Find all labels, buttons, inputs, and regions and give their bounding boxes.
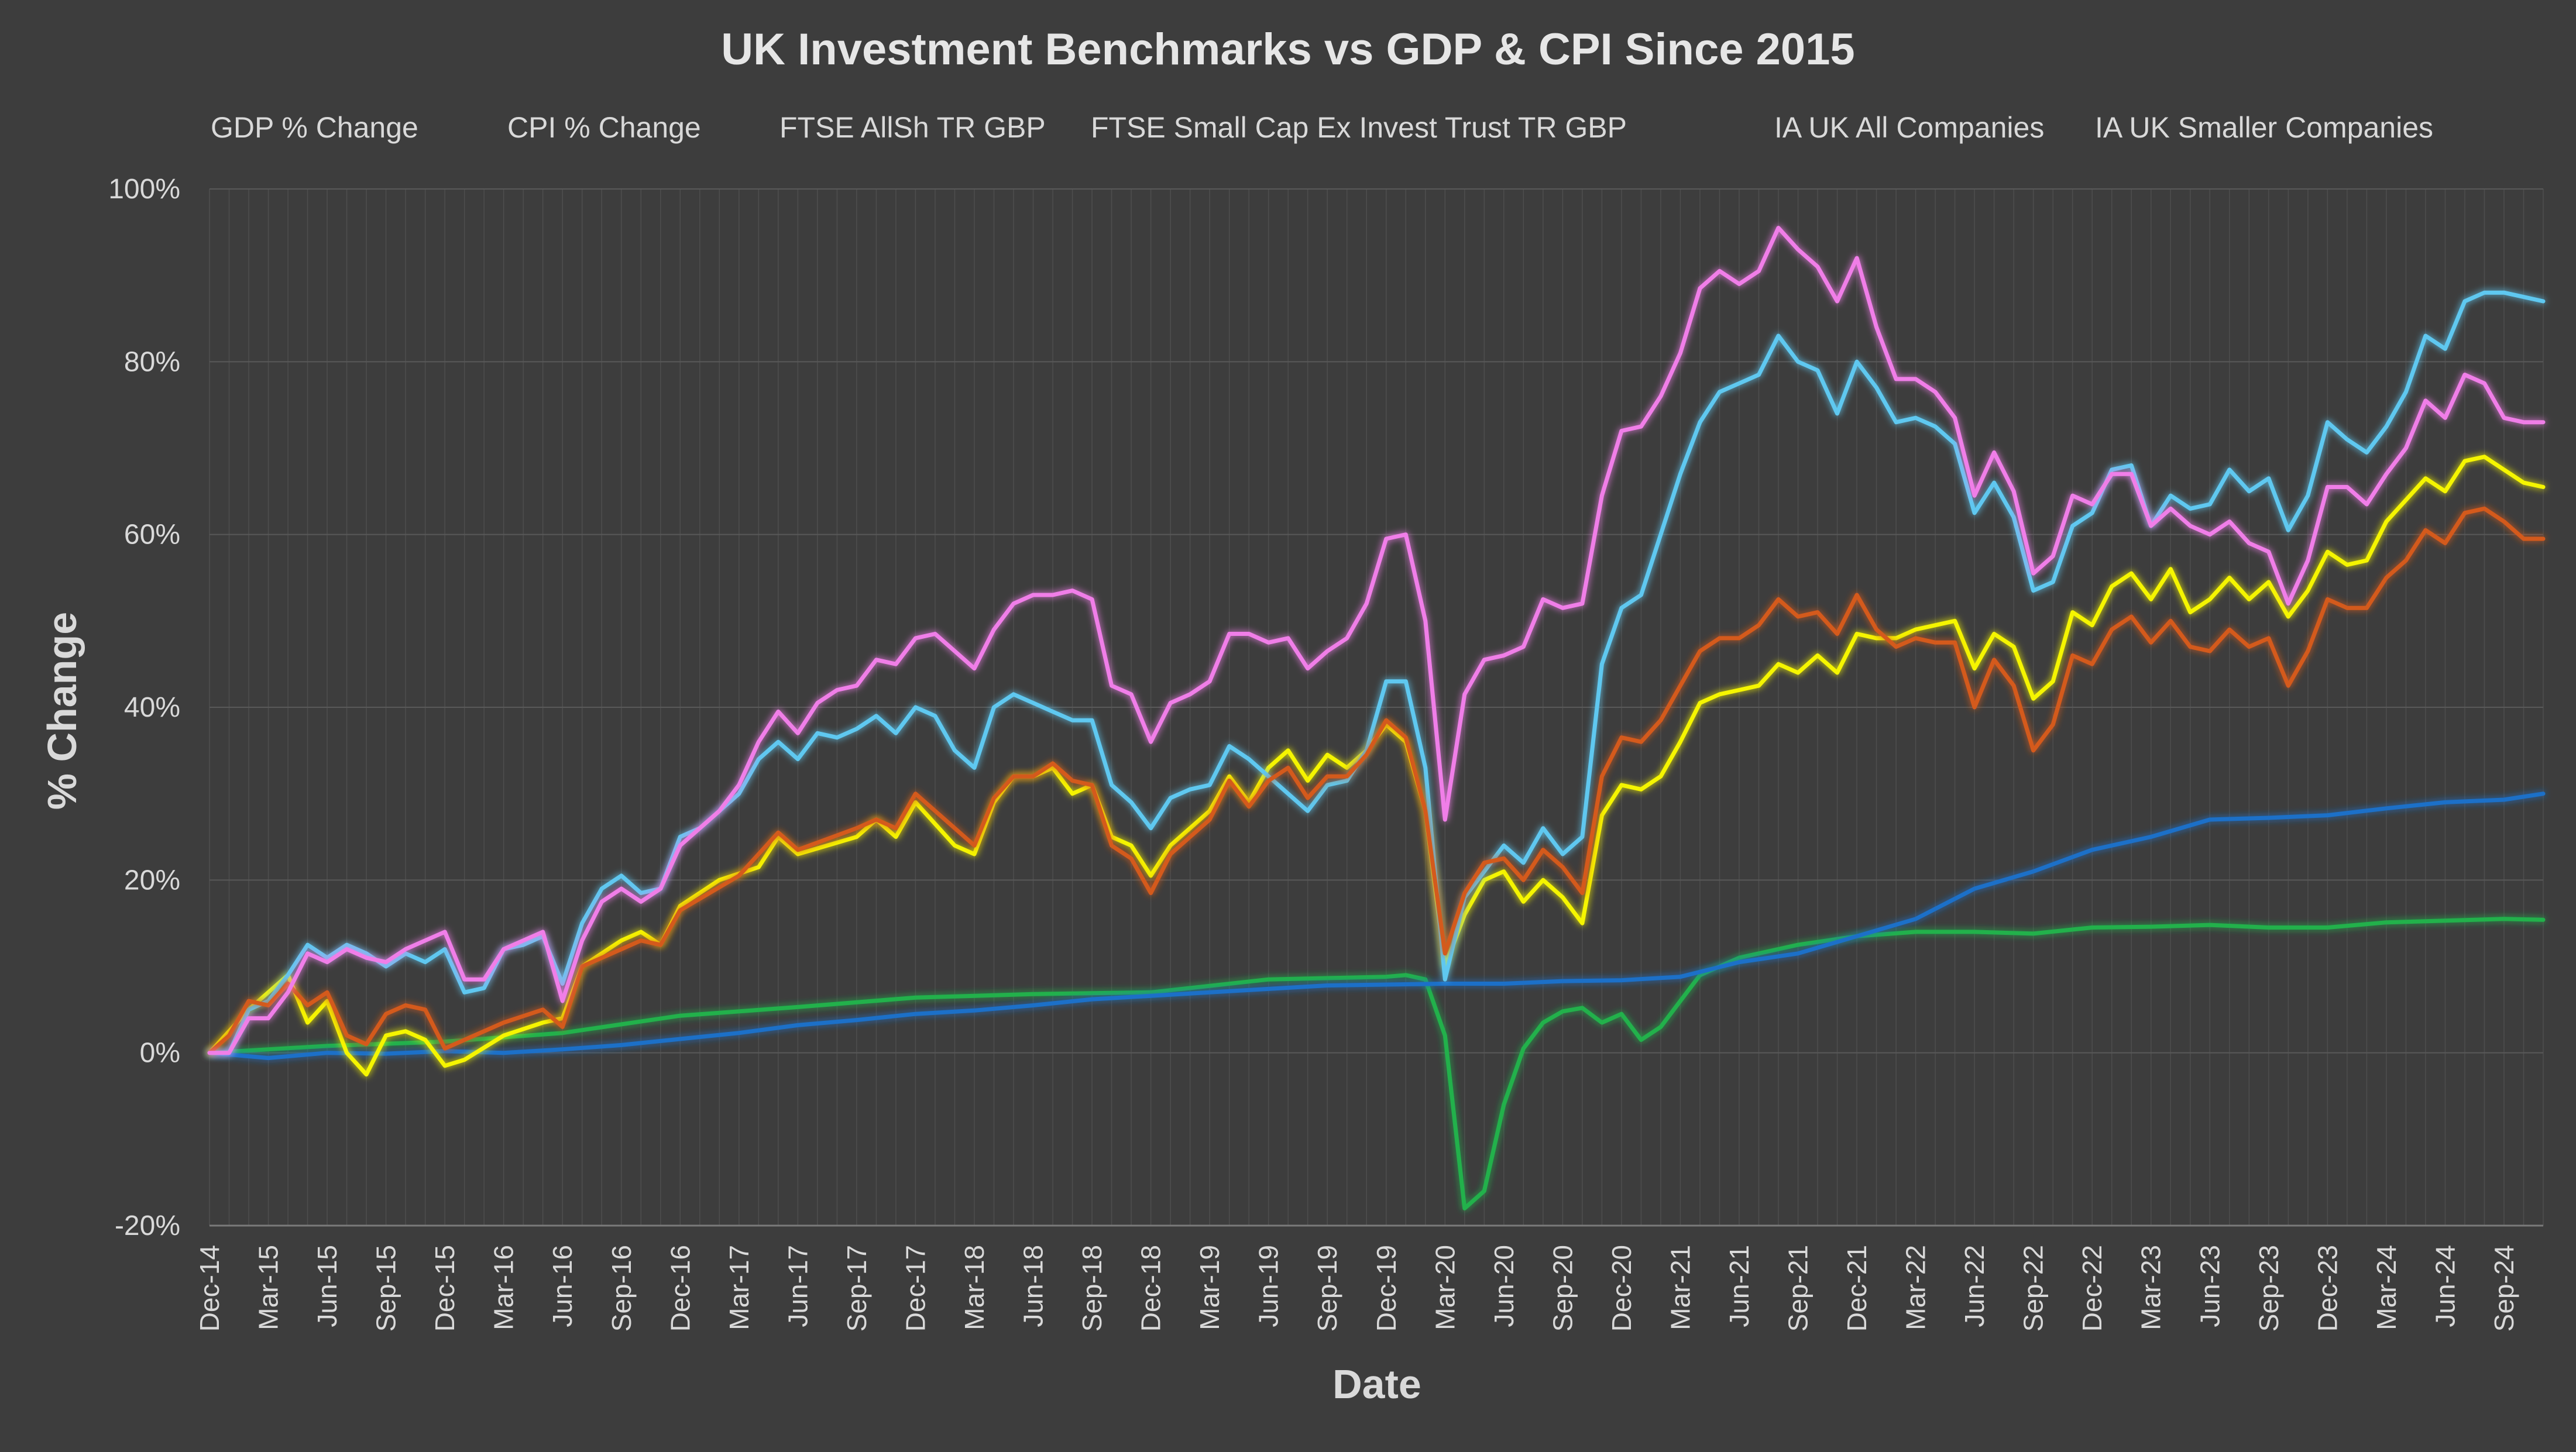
series-line-ia-uk-all-companies — [207, 506, 2546, 1055]
x-tick-label: Jun-16 — [547, 1245, 578, 1327]
series-line-ftse-small-cap-ex-invest-trust-tr-gbp — [207, 290, 2546, 1055]
legend-label: IA UK Smaller Companies — [2095, 111, 2433, 144]
x-axis-ticks: Dec-14 Mar-15 Jun-15 Sep-15 Dec-15 Mar-16 Jun-… — [194, 1245, 2519, 1331]
x-tick-label: Mar-22 — [1901, 1245, 1931, 1330]
x-tick-label: Sep-15 — [371, 1245, 401, 1331]
y-axis-ticks: -20% 0% 20% 40% 60% 80% 100% — [108, 174, 180, 1241]
y-axis-label: % Change — [39, 612, 85, 810]
x-axis-label: Date — [1332, 1361, 1421, 1407]
y-tick-label: 100% — [108, 174, 180, 205]
x-tick-label: Dec-20 — [1606, 1245, 1637, 1331]
series-line-cpi-change — [207, 792, 2546, 1060]
x-tick-label: Sep-21 — [1783, 1245, 1813, 1331]
x-tick-label: Sep-23 — [2254, 1245, 2284, 1331]
legend: GDP % Change CPI % Change FTSE AllSh TR GB… — [151, 111, 2433, 144]
x-tick-label: Dec-21 — [1842, 1245, 1872, 1331]
gridlines — [209, 188, 2544, 1227]
x-tick-label: Dec-23 — [2312, 1245, 2343, 1331]
x-tick-label: Dec-19 — [1371, 1245, 1402, 1331]
x-tick-label: Jun-22 — [1959, 1245, 1990, 1327]
x-tick-label: Sep-24 — [2489, 1245, 2519, 1331]
series-line-ia-uk-smaller-companies — [207, 226, 2546, 1055]
x-tick-label: Mar-19 — [1194, 1245, 1225, 1330]
chart-title: UK Investment Benchmarks vs GDP & CPI Si… — [721, 25, 1854, 74]
x-tick-label: Jun-21 — [1724, 1245, 1754, 1327]
y-tick-label: 60% — [124, 519, 180, 550]
legend-label: CPI % Change — [507, 111, 701, 144]
x-tick-label: Dec-17 — [900, 1245, 930, 1331]
x-tick-label: Jun-17 — [782, 1245, 813, 1327]
legend-label: FTSE Small Cap Ex Invest Trust TR GBP — [1091, 111, 1627, 144]
x-tick-label: Jun-20 — [1489, 1245, 1519, 1327]
x-tick-label: Mar-20 — [1430, 1245, 1460, 1330]
x-tick-label: Jun-15 — [312, 1245, 342, 1327]
x-tick-label: Sep-17 — [842, 1245, 872, 1331]
legend-label: GDP % Change — [211, 111, 418, 144]
x-tick-label: Jun-18 — [1018, 1245, 1049, 1327]
x-tick-label: Sep-19 — [1312, 1245, 1342, 1331]
x-tick-label: Dec-18 — [1136, 1245, 1166, 1331]
y-tick-label: 40% — [124, 692, 180, 723]
x-tick-label: Dec-16 — [665, 1245, 695, 1331]
x-tick-label: Jun-24 — [2430, 1245, 2460, 1327]
x-tick-label: Sep-22 — [2018, 1245, 2049, 1331]
y-tick-label: 20% — [124, 865, 180, 896]
x-tick-label: Mar-16 — [489, 1245, 519, 1330]
legend-label: FTSE AllSh TR GBP — [779, 111, 1046, 144]
x-tick-label: Mar-21 — [1665, 1245, 1695, 1330]
y-tick-label: 80% — [124, 346, 180, 377]
series-lines — [207, 226, 2546, 1210]
x-tick-label: Dec-22 — [2077, 1245, 2107, 1331]
x-tick-label: Mar-18 — [959, 1245, 990, 1330]
x-tick-label: Mar-15 — [253, 1245, 284, 1330]
legend-label: IA UK All Companies — [1774, 111, 2044, 144]
x-tick-label: Sep-16 — [606, 1245, 637, 1331]
x-tick-label: Mar-23 — [2136, 1245, 2166, 1330]
x-tick-label: Sep-20 — [1547, 1245, 1578, 1331]
y-tick-label: -20% — [115, 1210, 180, 1241]
series-line-gdp-change — [207, 917, 2546, 1210]
y-tick-label: 0% — [140, 1038, 180, 1069]
x-tick-label: Mar-17 — [724, 1245, 754, 1330]
x-tick-label: Dec-15 — [430, 1245, 460, 1331]
x-tick-label: Dec-14 — [194, 1245, 225, 1331]
x-tick-label: Sep-18 — [1077, 1245, 1107, 1331]
x-tick-label: Mar-24 — [2371, 1245, 2402, 1330]
x-tick-label: Jun-19 — [1253, 1245, 1284, 1327]
x-tick-label: Jun-23 — [2194, 1245, 2225, 1327]
